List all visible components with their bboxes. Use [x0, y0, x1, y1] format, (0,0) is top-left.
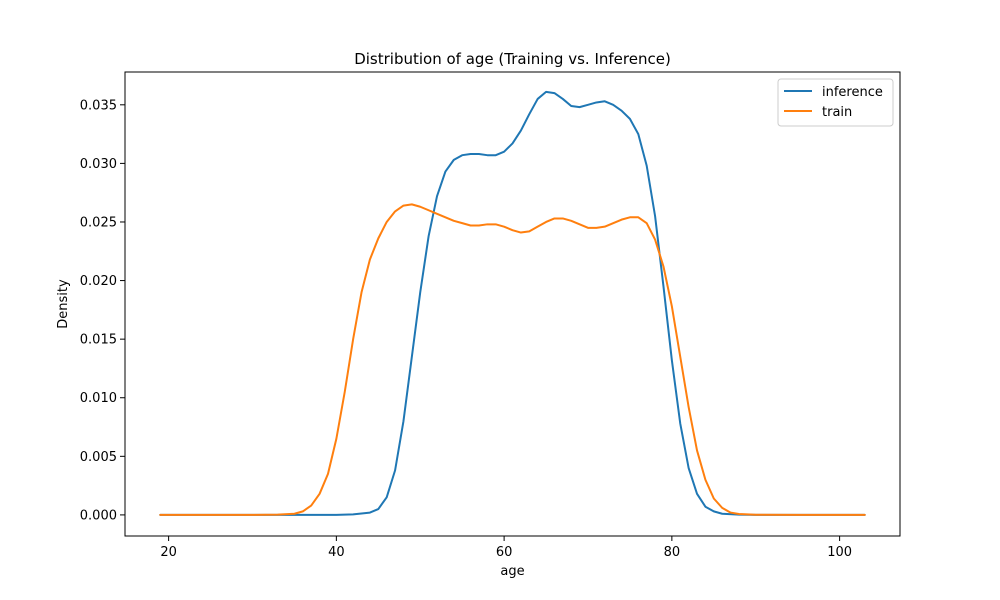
- series-group: [159, 90, 866, 516]
- plot-frame: [124, 71, 901, 537]
- x-axis-title: age: [500, 564, 524, 579]
- y-tick-label: 0.015: [80, 333, 117, 348]
- series-line-train: [159, 203, 866, 516]
- legend-label-train: train: [822, 105, 852, 120]
- x-tick-label: 80: [664, 545, 681, 560]
- x-tick-label: 20: [160, 545, 177, 560]
- legend: inference train: [777, 78, 894, 127]
- y-tick-label: 0.005: [80, 450, 117, 465]
- y-tick-label: 0.030: [80, 157, 117, 172]
- x-tick-label: 40: [328, 545, 345, 560]
- y-tick-label: 0.000: [80, 508, 117, 523]
- plot-area: [124, 71, 901, 537]
- plot-background: [125, 72, 900, 536]
- y-tick-label: 0.020: [80, 274, 117, 289]
- y-axis: 0.000 0.005 0.010 0.015 0.020 0.025 0.030 0.035: [80, 98, 125, 523]
- legend-label-inference: inference: [822, 85, 883, 100]
- y-tick-label: 0.025: [80, 215, 117, 230]
- x-axis: 20 40 60 80 100: [160, 536, 852, 560]
- x-tick-label: 100: [827, 545, 852, 560]
- y-tick-label: 0.010: [80, 391, 117, 406]
- series-line-inference: [159, 90, 866, 516]
- y-tick-label: 0.035: [80, 98, 117, 113]
- y-axis-title: Density: [56, 279, 71, 329]
- x-tick-label: 60: [496, 545, 513, 560]
- chart-title: Distribution of age (Training vs. Infere…: [354, 50, 671, 68]
